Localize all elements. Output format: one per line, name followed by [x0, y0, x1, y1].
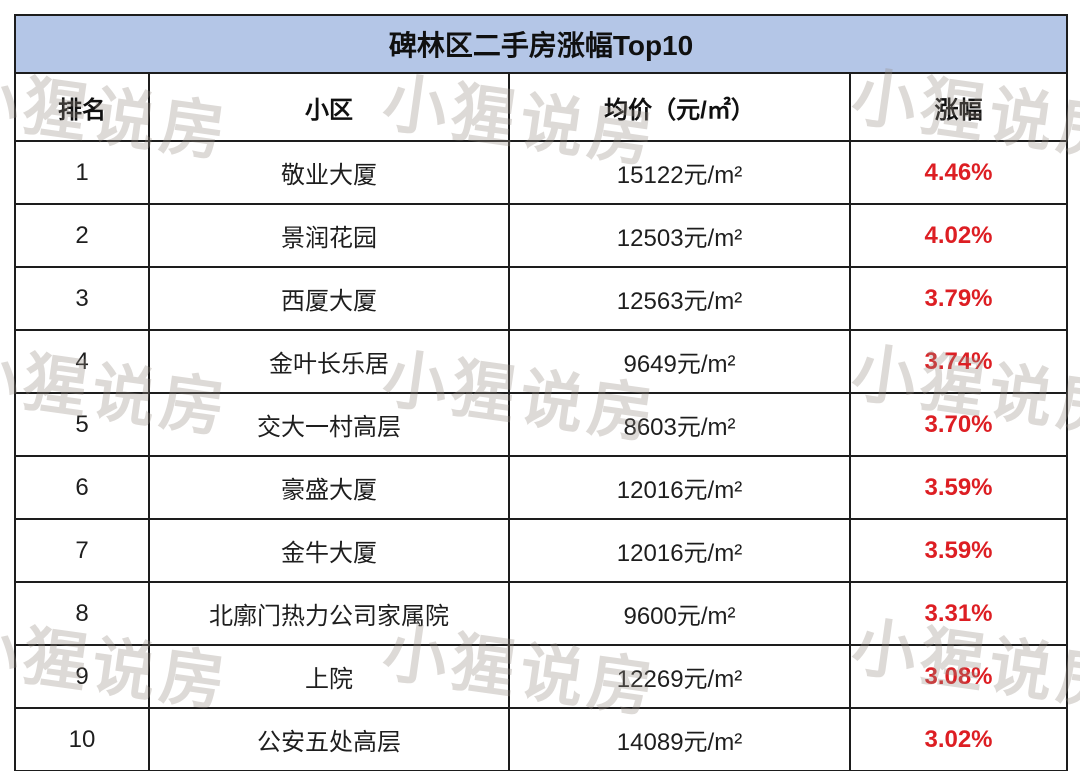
page-title: 碑林区二手房涨幅Top10: [13, 14, 1069, 74]
table-row: 1 敬业大厦 15122元/m² 4.46%: [14, 140, 1069, 205]
rank-cell: 2: [14, 203, 150, 268]
rank-cell: 3: [14, 266, 150, 331]
community-cell: 景润花园: [148, 203, 510, 268]
top10-table: 碑林区二手房涨幅Top10 排名 小区 均价（元/㎡） 涨幅 1 敬业大厦 15…: [13, 14, 1069, 771]
change-cell: 3.79%: [848, 266, 1069, 331]
rank-cell: 7: [14, 518, 150, 583]
column-header-change: 涨幅: [848, 72, 1069, 142]
table-row: 7 金牛大厦 12016元/m² 3.59%: [14, 518, 1069, 583]
column-header-price: 均价（元/㎡）: [508, 72, 851, 142]
table-title-row: 碑林区二手房涨幅Top10: [13, 14, 1069, 74]
rank-cell: 1: [14, 140, 150, 205]
community-cell: 西厦大厦: [148, 266, 510, 331]
table-row: 2 景润花园 12503元/m² 4.02%: [14, 203, 1069, 268]
change-cell: 3.59%: [848, 455, 1069, 520]
table-header-row: 排名 小区 均价（元/㎡） 涨幅: [14, 72, 1069, 142]
table-row: 5 交大一村高层 8603元/m² 3.70%: [14, 392, 1069, 457]
change-cell: 3.70%: [848, 392, 1069, 457]
change-cell: 3.74%: [848, 329, 1069, 394]
price-cell: 14089元/m²: [508, 707, 851, 771]
community-cell: 敬业大厦: [148, 140, 510, 205]
table-row: 9 上院 12269元/m² 3.08%: [14, 644, 1069, 709]
column-header-community: 小区: [148, 72, 510, 142]
community-cell: 公安五处高层: [148, 707, 510, 771]
price-cell: 12016元/m²: [508, 455, 851, 520]
table-row: 4 金叶长乐居 9649元/m² 3.74%: [14, 329, 1069, 394]
change-cell: 3.02%: [848, 707, 1069, 771]
price-cell: 12503元/m²: [508, 203, 851, 268]
rank-cell: 6: [14, 455, 150, 520]
community-cell: 豪盛大厦: [148, 455, 510, 520]
change-cell: 3.31%: [848, 581, 1069, 646]
table-row: 8 北廓门热力公司家属院 9600元/m² 3.31%: [14, 581, 1069, 646]
change-cell: 3.59%: [848, 518, 1069, 583]
community-cell: 金牛大厦: [148, 518, 510, 583]
price-cell: 8603元/m²: [508, 392, 851, 457]
table-row: 6 豪盛大厦 12016元/m² 3.59%: [14, 455, 1069, 520]
price-cell: 12016元/m²: [508, 518, 851, 583]
rank-cell: 9: [14, 644, 150, 709]
rank-cell: 4: [14, 329, 150, 394]
price-cell: 9600元/m²: [508, 581, 851, 646]
rank-cell: 8: [14, 581, 150, 646]
price-cell: 12563元/m²: [508, 266, 851, 331]
community-cell: 北廓门热力公司家属院: [148, 581, 510, 646]
community-cell: 上院: [148, 644, 510, 709]
change-cell: 4.02%: [848, 203, 1069, 268]
change-cell: 3.08%: [848, 644, 1069, 709]
rank-cell: 10: [14, 707, 150, 771]
community-cell: 金叶长乐居: [148, 329, 510, 394]
price-cell: 15122元/m²: [508, 140, 851, 205]
change-cell: 4.46%: [848, 140, 1069, 205]
column-header-rank: 排名: [14, 72, 150, 142]
community-cell: 交大一村高层: [148, 392, 510, 457]
table-row: 10 公安五处高层 14089元/m² 3.02%: [14, 707, 1069, 771]
price-cell: 12269元/m²: [508, 644, 851, 709]
table-row: 3 西厦大厦 12563元/m² 3.79%: [14, 266, 1069, 331]
rank-cell: 5: [14, 392, 150, 457]
price-cell: 9649元/m²: [508, 329, 851, 394]
